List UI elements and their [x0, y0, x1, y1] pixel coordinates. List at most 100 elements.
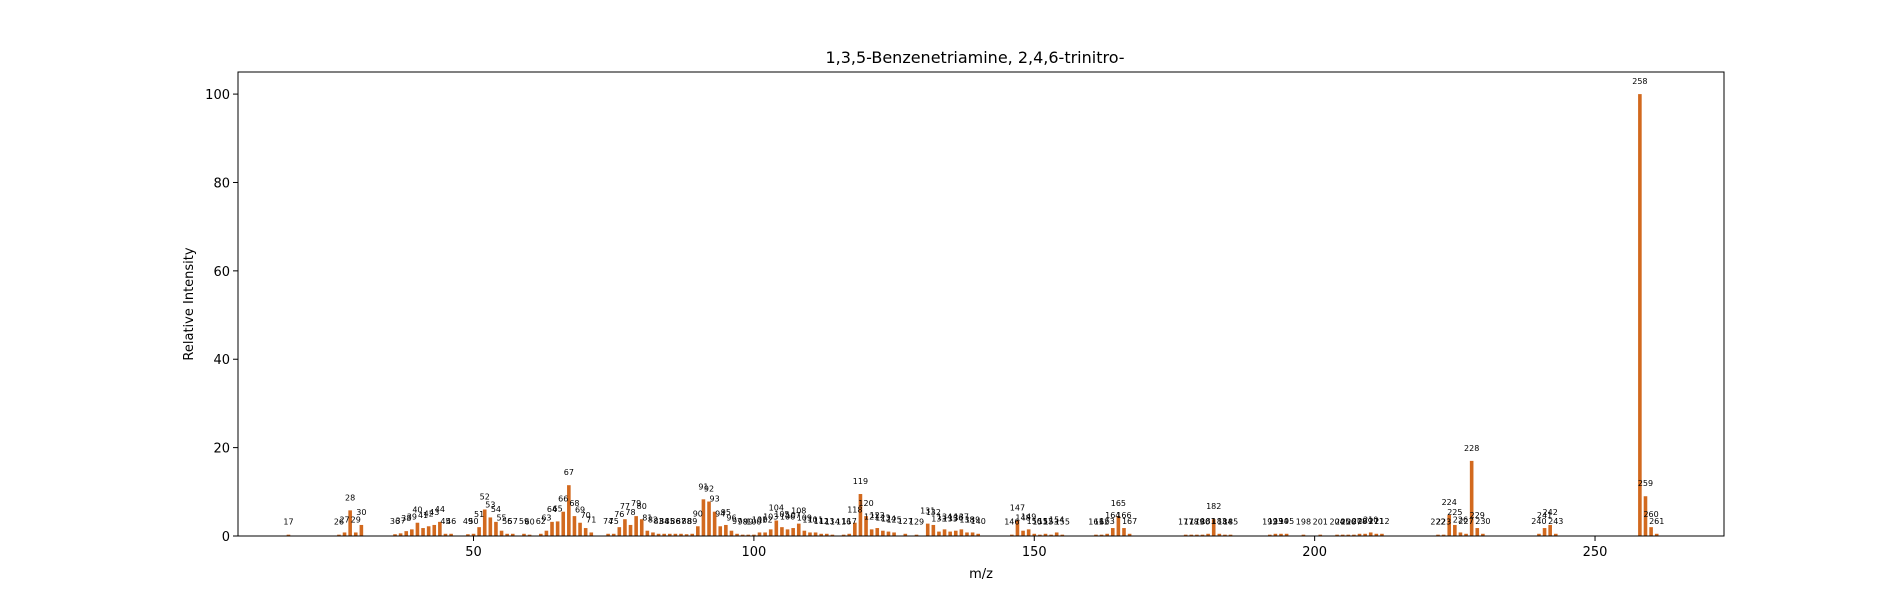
peak-label-30: 30: [356, 508, 366, 517]
bar-mz-54: [494, 521, 498, 536]
peak-label-69: 69: [575, 506, 585, 515]
peak-label-154: 154: [1049, 515, 1064, 524]
bar-mz-118: [853, 522, 857, 536]
bar-mz-154: [1054, 532, 1059, 536]
bar-mz-132: [931, 524, 936, 536]
bar-mz-60: [527, 534, 532, 536]
peak-label-42: 42: [424, 509, 434, 518]
bar-mz-182: [1211, 519, 1216, 536]
bar-mz-224: [1447, 514, 1452, 536]
bar-mz-36: [393, 534, 397, 536]
peak-label-70: 70: [581, 511, 591, 520]
bar-mz-209: [1363, 533, 1367, 536]
bar-mz-78: [628, 524, 633, 536]
y-tick-label: 100: [205, 88, 230, 103]
bar-mz-57: [510, 533, 515, 536]
peak-label-99: 99: [743, 518, 753, 527]
bar-mz-116: [841, 534, 846, 536]
peak-label-228: 228: [1464, 444, 1479, 453]
bar-mz-106: [785, 529, 790, 536]
peak-label-131: 131: [920, 507, 935, 516]
bar-mz-229: [1475, 528, 1480, 536]
x-tick-label: 50: [465, 545, 482, 560]
peak-label-120: 120: [858, 499, 873, 508]
peak-label-194: 194: [1273, 517, 1288, 526]
peak-label-68: 68: [569, 499, 579, 508]
bar-mz-228: [1469, 460, 1474, 536]
bar-mz-94: [718, 526, 723, 536]
bar-mz-227: [1464, 533, 1468, 536]
peak-label-140: 140: [971, 517, 986, 526]
bar-mz-163: [1105, 533, 1109, 536]
bar-mz-137: [959, 529, 964, 536]
peak-label-111: 111: [808, 515, 823, 524]
peak-label-184: 184: [1217, 518, 1232, 527]
bar-mz-117: [847, 533, 852, 536]
bar-mz-63: [544, 530, 549, 536]
bar-mz-149: [1026, 529, 1031, 536]
peak-label-98: 98: [738, 518, 748, 527]
bar-mz-147: [1015, 520, 1020, 536]
peak-label-259: 259: [1638, 479, 1653, 488]
peak-label-90: 90: [693, 509, 703, 518]
peak-label-27: 27: [339, 515, 349, 524]
peak-label-139: 139: [965, 515, 980, 524]
peak-label-133: 133: [931, 515, 946, 524]
bar-mz-184: [1223, 534, 1227, 536]
peak-label-138: 138: [959, 515, 974, 524]
peak-label-45: 45: [440, 517, 450, 526]
bar-mz-81: [645, 530, 650, 536]
bar-mz-92: [707, 501, 711, 536]
peak-label-43: 43: [429, 508, 439, 517]
bar-mz-17: [286, 534, 291, 536]
bar-mz-177: [1183, 534, 1188, 536]
peak-label-67: 67: [564, 468, 574, 477]
peak-label-153: 153: [1043, 518, 1058, 527]
peak-label-205: 205: [1335, 518, 1350, 527]
peak-label-28: 28: [345, 493, 355, 502]
peak-label-222: 222: [1430, 518, 1445, 527]
peak-label-80: 80: [637, 502, 647, 511]
bar-mz-136: [953, 530, 958, 536]
peak-label-121: 121: [864, 512, 879, 521]
peak-label-204: 204: [1329, 518, 1344, 527]
bar-mz-135: [948, 531, 952, 536]
bar-mz-112: [819, 533, 823, 536]
peak-label-101: 101: [752, 515, 767, 524]
bar-mz-201: [1318, 534, 1323, 536]
bar-mz-39: [410, 529, 414, 536]
peak-label-155: 155: [1055, 518, 1070, 527]
bar-mz-261: [1654, 533, 1659, 536]
peak-label-137: 137: [954, 512, 969, 521]
peak-label-178: 178: [1184, 518, 1199, 527]
y-tick-label: 60: [213, 265, 230, 280]
peak-label-110: 110: [802, 515, 817, 524]
bar-mz-152: [1043, 533, 1048, 536]
peak-label-86: 86: [670, 517, 680, 526]
bar-mz-67: [567, 485, 571, 536]
bar-mz-84: [662, 533, 666, 536]
peak-label-135: 135: [943, 515, 958, 524]
bar-mz-95: [724, 524, 728, 536]
bar-mz-133: [937, 531, 941, 536]
peak-label-201: 201: [1313, 518, 1328, 527]
bar-mz-113: [824, 533, 829, 536]
peak-label-223: 223: [1436, 518, 1451, 527]
peak-label-147: 147: [1010, 504, 1025, 513]
peak-label-118: 118: [847, 506, 862, 515]
bar-mz-83: [656, 533, 661, 536]
bar-mz-114: [830, 534, 835, 536]
peak-label-96: 96: [726, 514, 736, 523]
bar-mz-205: [1340, 534, 1345, 536]
peak-label-29: 29: [351, 515, 361, 524]
bar-mz-208: [1357, 533, 1362, 536]
bar-mz-62: [539, 533, 543, 536]
peak-label-60: 60: [524, 518, 534, 527]
bar-mz-27: [342, 532, 347, 536]
y-tick-label: 0: [222, 530, 230, 545]
x-tick-label: 200: [1302, 545, 1327, 560]
bar-mz-210: [1368, 532, 1373, 536]
peak-label-258: 258: [1632, 77, 1647, 86]
bar-mz-193: [1273, 533, 1278, 536]
peak-label-260: 260: [1643, 510, 1658, 519]
